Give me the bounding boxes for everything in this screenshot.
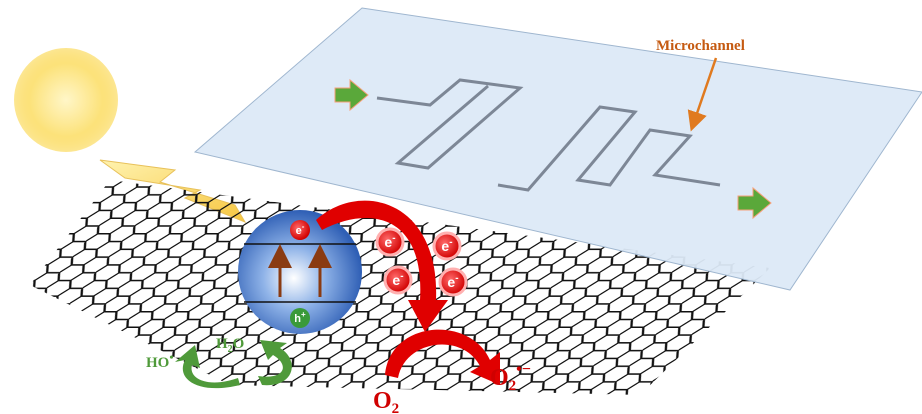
outlet-arrow	[737, 186, 772, 220]
superoxide-label: O2•−	[490, 361, 531, 394]
photocatalyst	[238, 210, 362, 334]
hole-label: h+	[294, 310, 306, 325]
electron-label: e-	[447, 273, 458, 290]
transfer-arrow	[316, 200, 448, 332]
electron-label: e-	[441, 237, 452, 254]
electron-label: e-	[384, 233, 395, 250]
microchannel-path	[376, 78, 721, 192]
oxidation-arrow	[175, 345, 240, 389]
sun	[14, 48, 118, 152]
pointer-arrow	[687, 57, 718, 132]
electron	[375, 227, 405, 257]
hydroxyl-label: HO•	[146, 350, 174, 371]
electron	[438, 267, 468, 297]
oxygen-label: O2	[373, 388, 399, 414]
reduction-arrow	[385, 329, 500, 385]
microchannel-label: Microchannel	[656, 38, 745, 54]
oxidation-arrow	[258, 340, 292, 386]
electron-label: e-	[392, 271, 403, 288]
electron	[383, 265, 413, 295]
inlet-arrow	[334, 78, 369, 112]
electron	[290, 220, 310, 240]
microchip	[193, 7, 922, 291]
water-label: H2O	[216, 336, 244, 355]
electron-label: e-	[296, 222, 305, 237]
electron	[432, 231, 462, 261]
hole	[290, 308, 310, 328]
